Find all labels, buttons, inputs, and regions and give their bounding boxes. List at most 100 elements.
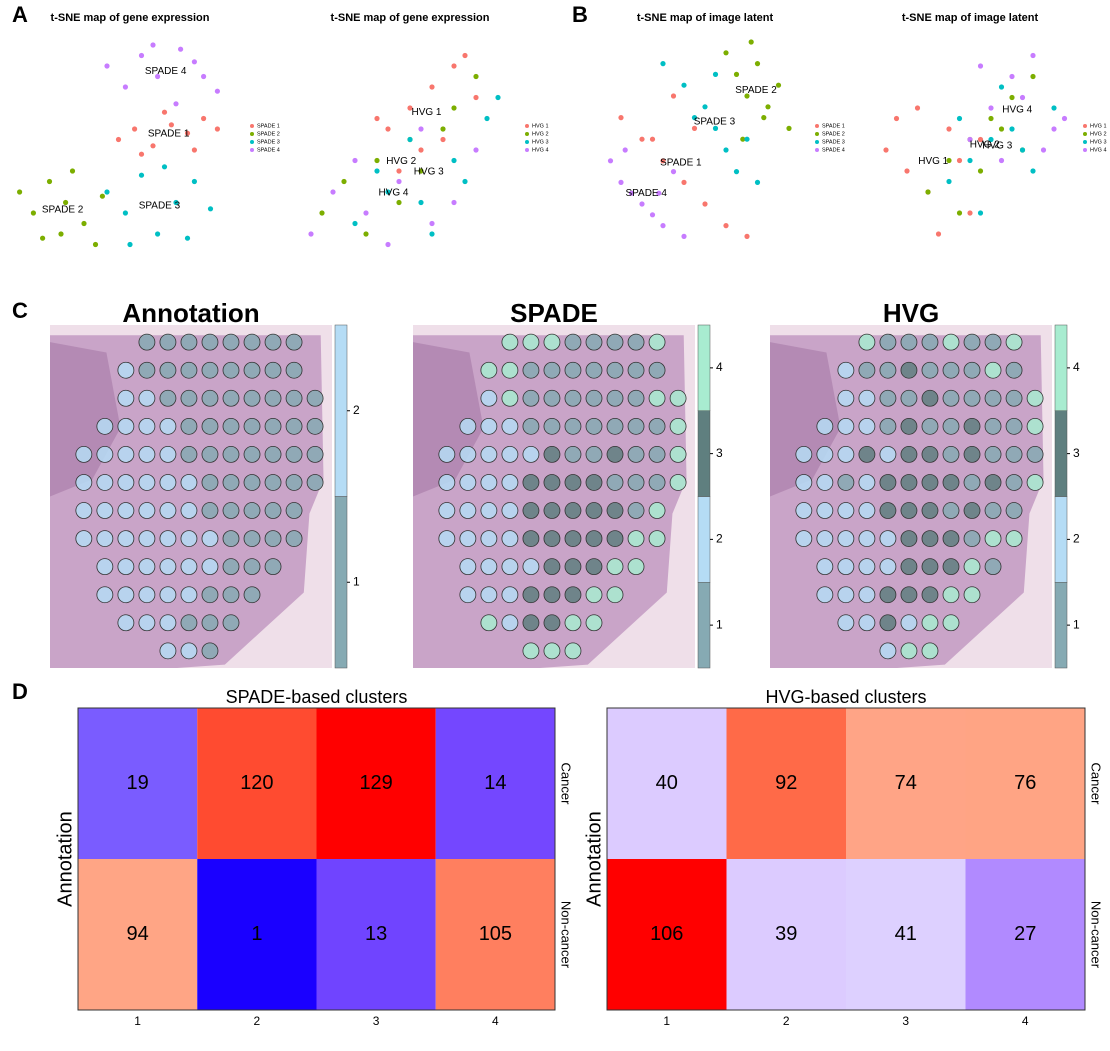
point — [473, 147, 478, 152]
chart-title: t-SNE map of image latent — [637, 12, 774, 24]
spot — [118, 418, 134, 434]
panel-label: C — [12, 298, 28, 323]
spot — [202, 474, 218, 490]
spot — [502, 503, 518, 519]
spot — [181, 503, 197, 519]
legend-marker — [250, 132, 254, 136]
spot — [523, 587, 539, 603]
spot — [265, 559, 281, 575]
point — [440, 126, 445, 131]
spot — [628, 559, 644, 575]
spot — [502, 418, 518, 434]
spot — [880, 474, 896, 490]
spot — [181, 362, 197, 378]
spot — [922, 615, 938, 631]
spot — [1006, 531, 1022, 547]
point — [650, 137, 655, 142]
spot — [265, 390, 281, 406]
point — [104, 63, 109, 68]
spot — [943, 615, 959, 631]
colorbar-label: 2 — [716, 532, 723, 546]
spot — [481, 615, 497, 631]
spot — [118, 559, 134, 575]
cell-label: 92 — [775, 772, 797, 794]
point — [894, 116, 899, 121]
legend-label: HVG 1 — [1090, 123, 1107, 129]
spot — [139, 587, 155, 603]
spot — [964, 531, 980, 547]
point — [319, 210, 324, 215]
spot — [223, 474, 239, 490]
spot — [607, 446, 623, 462]
chart-title: HVG-based clusters — [765, 687, 926, 707]
spot — [1027, 390, 1043, 406]
spot — [286, 474, 302, 490]
spot — [649, 446, 665, 462]
spot — [586, 615, 602, 631]
point — [139, 173, 144, 178]
colorbar-label: 1 — [1073, 617, 1080, 631]
spot — [523, 362, 539, 378]
spot — [880, 334, 896, 350]
cell-label: 40 — [656, 772, 678, 794]
spot — [118, 390, 134, 406]
spot — [460, 531, 476, 547]
point — [462, 179, 467, 184]
cell-label: 74 — [895, 772, 917, 794]
spot — [265, 334, 281, 350]
point — [396, 168, 401, 173]
spot — [181, 643, 197, 659]
legend-label: SPADE 1 — [257, 123, 280, 129]
point — [429, 221, 434, 226]
spot — [565, 474, 581, 490]
chart-title: Annotation — [122, 298, 259, 328]
point — [671, 93, 676, 98]
point — [915, 105, 920, 110]
spot — [544, 503, 560, 519]
spot — [817, 418, 833, 434]
spot — [286, 362, 302, 378]
spot — [880, 615, 896, 631]
point — [81, 221, 86, 226]
chart-title: HVG — [883, 298, 939, 328]
spot — [607, 531, 623, 547]
legend-marker — [1083, 148, 1087, 152]
cell-label: 41 — [895, 923, 917, 945]
legend-label: HVG 3 — [1090, 139, 1107, 145]
spot — [202, 531, 218, 547]
spot — [817, 531, 833, 547]
spot — [502, 362, 518, 378]
spot — [223, 362, 239, 378]
spot — [964, 390, 980, 406]
legend-label: SPADE 1 — [822, 123, 845, 129]
point — [352, 158, 357, 163]
point — [330, 189, 335, 194]
spot — [139, 446, 155, 462]
spot — [901, 559, 917, 575]
spot — [943, 362, 959, 378]
spot — [265, 362, 281, 378]
spot — [1027, 474, 1043, 490]
spot — [544, 474, 560, 490]
spot — [586, 531, 602, 547]
spot — [460, 559, 476, 575]
spot — [943, 390, 959, 406]
colorbar-segment — [698, 411, 710, 497]
spot — [586, 334, 602, 350]
point — [713, 72, 718, 77]
legend-label: SPADE 4 — [257, 147, 280, 153]
spot — [1006, 446, 1022, 462]
spot — [586, 503, 602, 519]
spot — [286, 390, 302, 406]
spot — [202, 334, 218, 350]
point — [723, 147, 728, 152]
point — [418, 126, 423, 131]
spot — [460, 446, 476, 462]
chart-title: SPADE-based clusters — [226, 687, 408, 707]
spot — [286, 446, 302, 462]
chart-title: t-SNE map of gene expression — [51, 12, 210, 24]
spot — [628, 474, 644, 490]
point — [58, 231, 63, 236]
spot — [160, 390, 176, 406]
spot — [118, 503, 134, 519]
